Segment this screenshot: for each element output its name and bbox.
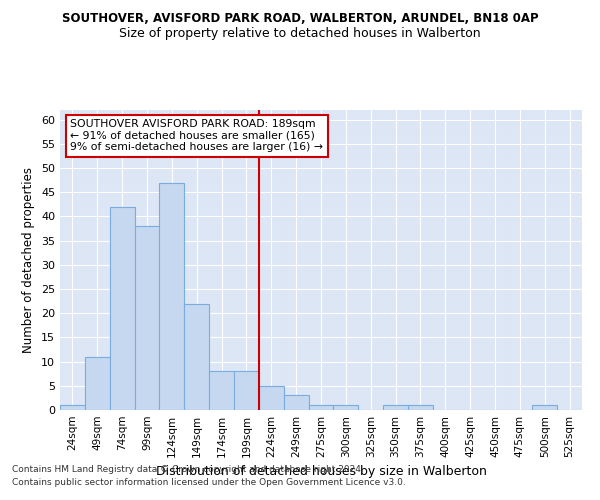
Bar xyxy=(334,405,358,410)
X-axis label: Distribution of detached houses by size in Walberton: Distribution of detached houses by size … xyxy=(155,466,487,478)
Bar xyxy=(110,207,134,410)
Bar xyxy=(408,405,433,410)
Bar xyxy=(383,405,408,410)
Y-axis label: Number of detached properties: Number of detached properties xyxy=(22,167,35,353)
Bar xyxy=(259,386,284,410)
Bar xyxy=(60,405,85,410)
Bar xyxy=(85,357,110,410)
Text: Contains HM Land Registry data © Crown copyright and database right 2024.: Contains HM Land Registry data © Crown c… xyxy=(12,466,364,474)
Text: Size of property relative to detached houses in Walberton: Size of property relative to detached ho… xyxy=(119,28,481,40)
Bar xyxy=(308,405,334,410)
Bar xyxy=(234,372,259,410)
Bar xyxy=(532,405,557,410)
Bar xyxy=(284,396,308,410)
Bar xyxy=(134,226,160,410)
Text: Contains public sector information licensed under the Open Government Licence v3: Contains public sector information licen… xyxy=(12,478,406,487)
Bar xyxy=(209,372,234,410)
Text: SOUTHOVER, AVISFORD PARK ROAD, WALBERTON, ARUNDEL, BN18 0AP: SOUTHOVER, AVISFORD PARK ROAD, WALBERTON… xyxy=(62,12,538,26)
Text: SOUTHOVER AVISFORD PARK ROAD: 189sqm
← 91% of detached houses are smaller (165)
: SOUTHOVER AVISFORD PARK ROAD: 189sqm ← 9… xyxy=(70,119,323,152)
Bar xyxy=(184,304,209,410)
Bar xyxy=(160,182,184,410)
